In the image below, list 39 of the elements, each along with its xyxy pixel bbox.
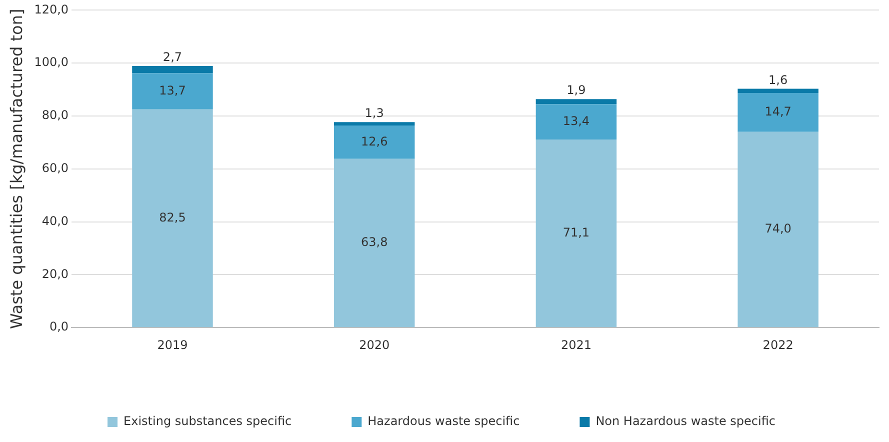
bar — [334, 126, 415, 159]
bar — [738, 92, 818, 132]
data-label: 2,7 — [162, 50, 182, 64]
data-label: 63,8 — [360, 235, 388, 250]
y-tick-label: 20,0 — [42, 266, 69, 281]
bar — [738, 132, 818, 328]
data-label: 12,6 — [360, 134, 388, 148]
y-tick-label: 120,0 — [34, 2, 69, 16]
x-tick-label: 2021 — [560, 338, 592, 352]
y-tick-label: 0,0 — [49, 320, 69, 334]
bar — [132, 73, 213, 110]
bar — [132, 109, 213, 328]
data-label: 1,9 — [566, 83, 586, 98]
bar — [738, 88, 818, 93]
x-tick-label: 2020 — [359, 338, 390, 352]
data-label: 74,0 — [764, 222, 792, 236]
legend-label: Non Hazardous waste specific — [596, 414, 776, 428]
legend-label: Existing substances specific — [124, 414, 292, 428]
data-label: 13,4 — [562, 114, 590, 128]
data-label: 1,6 — [768, 72, 788, 87]
y-tick-label: 100,0 — [34, 55, 69, 70]
legend-label: Hazardous waste specific — [368, 414, 520, 428]
y-tick-label: 60,0 — [42, 161, 69, 176]
y-tick-label: 40,0 — [42, 214, 69, 228]
data-label: 82,5 — [159, 210, 186, 224]
data-label: 71,1 — [562, 225, 590, 240]
bar — [536, 99, 617, 104]
x-tick-label: 2022 — [762, 338, 794, 352]
data-label: 14,7 — [764, 104, 792, 119]
data-label: 13,7 — [159, 83, 186, 98]
y-axis-title: Waste quantities [kg/manufactured ton] — [6, 8, 26, 330]
data-label: 1,3 — [364, 106, 384, 120]
x-tick-label: 2019 — [157, 338, 188, 352]
y-tick-label: 80,0 — [42, 108, 69, 122]
bar — [536, 140, 617, 328]
bar — [334, 158, 415, 328]
bar — [536, 104, 617, 140]
bar — [334, 122, 415, 126]
bar — [132, 66, 213, 74]
